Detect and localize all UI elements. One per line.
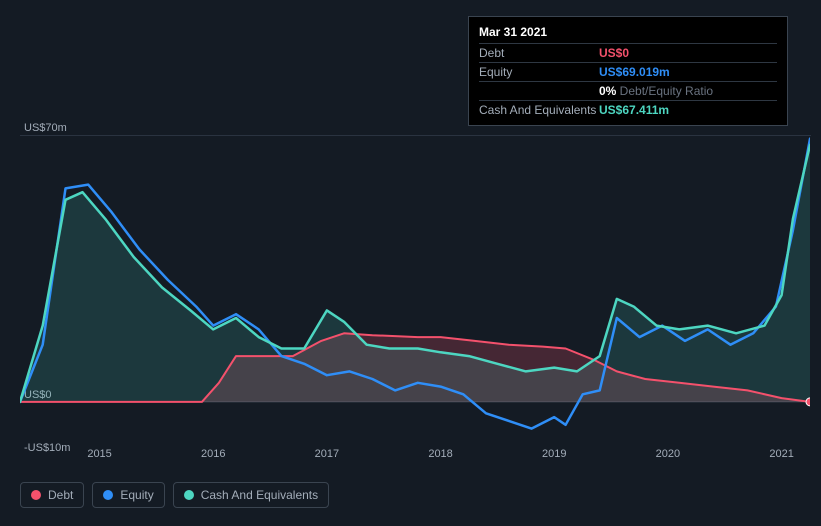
x-tick-label: 2015 [87, 448, 111, 460]
x-tick-label: 2018 [428, 448, 452, 460]
tooltip-row: DebtUS$0 [479, 43, 777, 62]
x-tick-label: 2019 [542, 448, 566, 460]
tooltip-row: 0% Debt/Equity Ratio [479, 81, 777, 100]
tooltip-row: Cash And EquivalentsUS$67.411m [479, 100, 777, 119]
x-tick-label: 2016 [201, 448, 225, 460]
legend-label: Equity [120, 488, 153, 502]
financials-chart: US$70m US$0 -US$10m 2015 2016 2017 2018 2019 20… [0, 0, 821, 526]
legend-swatch [31, 490, 41, 500]
legend-swatch [184, 490, 194, 500]
y-tick-label: -US$10m [24, 442, 70, 454]
plot-area[interactable] [20, 135, 810, 440]
tooltip-row: EquityUS$69.019m [479, 62, 777, 81]
tooltip-row-value: US$67.411m [599, 103, 669, 117]
tooltip-row-value: US$69.019m [599, 65, 670, 79]
legend-swatch [103, 490, 113, 500]
tooltip: Mar 31 2021 DebtUS$0EquityUS$69.019m0% D… [468, 16, 788, 126]
tooltip-date: Mar 31 2021 [479, 23, 777, 43]
legend: Debt Equity Cash And Equivalents [20, 482, 329, 508]
tooltip-row-value: 0% Debt/Equity Ratio [599, 84, 713, 98]
y-tick-label: US$70m [24, 122, 67, 134]
legend-item-debt[interactable]: Debt [20, 482, 84, 508]
tooltip-row-label: Debt [479, 46, 599, 60]
tooltip-row-value: US$0 [599, 46, 629, 60]
tooltip-row-label [479, 84, 599, 98]
x-tick-label: 2017 [315, 448, 339, 460]
legend-item-equity[interactable]: Equity [92, 482, 164, 508]
tooltip-row-suffix: Debt/Equity Ratio [616, 84, 713, 98]
end-marker-dot [806, 398, 810, 406]
legend-label: Debt [48, 488, 73, 502]
series-area-cash-and-equivalents [20, 145, 810, 402]
legend-item-cash-and-equivalents[interactable]: Cash And Equivalents [173, 482, 329, 508]
tooltip-row-label: Equity [479, 65, 599, 79]
x-tick-label: 2021 [769, 448, 793, 460]
tooltip-row-label: Cash And Equivalents [479, 103, 599, 117]
x-tick-label: 2020 [656, 448, 680, 460]
legend-label: Cash And Equivalents [201, 488, 318, 502]
